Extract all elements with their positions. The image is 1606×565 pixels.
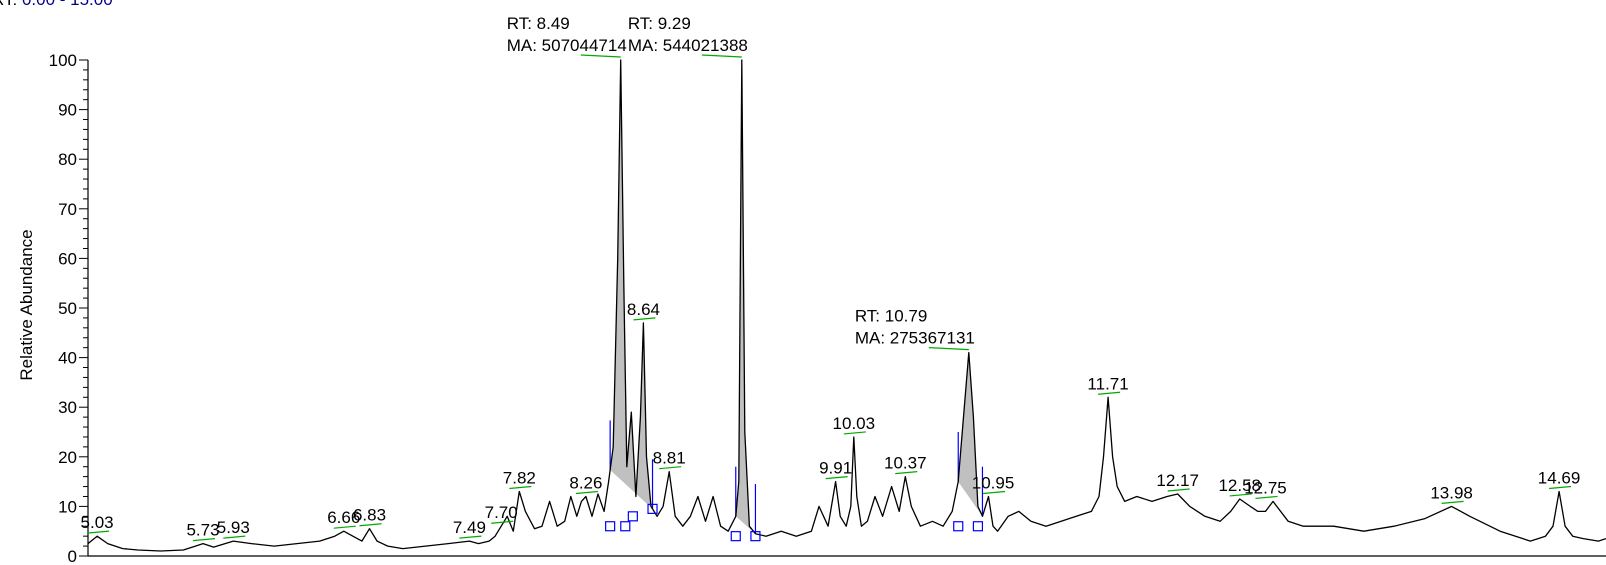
peak-label-line [192,538,216,542]
peak-ma-label: MA: 275367131 [855,329,975,348]
peak-label: 7.82 [503,469,536,488]
chromatogram-trace [87,59,1606,552]
range-value: 0.00 - 15.00 [22,0,113,9]
baseline-marker [647,503,658,514]
peak-label-line [843,431,866,435]
peak-label-line [701,54,742,58]
y-tick-label: 60 [58,249,77,268]
peak-label: 12.17 [1156,471,1199,490]
peak-label-line [459,535,482,539]
peak-label-line [359,523,382,527]
y-tick-label: 30 [58,398,77,417]
y-axis-title: Relative Abundance [17,229,36,380]
peak-labels: 5.03 5.735.93 6.666.83 7.497.70 7.82 8.26 8.64… [81,14,1581,542]
peak-label: 11.71 [1087,374,1128,393]
peak-label-line [928,347,969,351]
baseline-marker [953,521,964,532]
peak-label-line [580,54,621,58]
peak-label-line [575,490,598,495]
peak-label-line [491,520,514,524]
peak-label: 7.49 [453,518,486,537]
peak-label-line [1098,391,1121,395]
peak-ma-label: MA: 544021388 [628,36,748,55]
peak-label-line [223,535,246,539]
y-tick-label: 0 [68,547,77,565]
baseline-marker [627,511,638,522]
peak-label: 5.03 [81,513,114,532]
peak-label: 5.93 [217,518,250,537]
peak-label: 8.64 [627,300,660,319]
peak-label: 10.37 [884,454,927,473]
trace-group [87,59,1606,552]
peak-rt-label: RT: 10.79 [855,307,927,326]
peak-rt-label: RT: 9.29 [628,14,691,33]
baseline-marker [605,521,616,532]
peak-label: 12.75 [1244,478,1287,497]
peak-label: 7.70 [485,503,518,522]
integrated-peak-fill-1 [610,60,653,509]
peak-label: 10.95 [972,473,1015,492]
peak-label-line [1229,493,1252,497]
peak-label: 8.81 [653,449,686,468]
y-tick-label: 50 [58,299,77,318]
y-tick-label: 80 [58,150,77,169]
axes: 0 10 20 30 40 50 60 70 80 90 100 [49,51,1606,565]
baseline-marker [620,521,631,532]
peak-label: 10.03 [833,414,876,433]
range-prefix: RT: [0,0,17,9]
peak-ma-label: MA: 507044714 [507,36,627,55]
peak-label-line [1255,495,1278,500]
y-tick-label: 10 [58,497,77,516]
peak-label: 9.91 [819,459,852,478]
y-tick-label: 40 [58,349,77,368]
range-header: RT: 0.00 - 15.00 [0,0,113,10]
peak-label: 5.73 [186,521,219,540]
peak-label-line [659,466,682,470]
peak-label-line [633,317,656,321]
peak-label-line [825,476,848,480]
y-tick-label: 90 [58,101,77,120]
y-tick-label: 20 [58,448,77,467]
peak-label-line [1549,485,1572,490]
peak-label-line [1167,488,1190,492]
peak-label-line [1441,500,1464,504]
peak-label-line [87,530,110,534]
peak-rt-label: RT: 8.49 [507,14,570,33]
peak-label-line [509,485,532,490]
baseline-marker [750,531,761,542]
integrated-peak-fills [609,60,984,534]
integrated-peak-fill-2 [735,60,756,534]
baseline-markers [605,503,984,542]
peak-label-line [333,525,356,529]
integrated-peak-fill-3 [958,352,983,517]
baseline-marker [730,531,741,542]
y-tick-label: 100 [49,51,77,70]
baseline-marker [972,521,984,532]
peak-label: 6.83 [353,506,386,525]
peak-label-line [982,490,1006,495]
peak-label: 8.26 [569,473,602,492]
peak-label-line [895,471,918,475]
peak-label: 12.58 [1218,476,1261,495]
peak-label: 13.98 [1430,483,1473,502]
peak-label: 14.69 [1538,469,1581,488]
y-tick-label: 70 [58,200,77,219]
peak-label: 6.66 [327,508,360,527]
